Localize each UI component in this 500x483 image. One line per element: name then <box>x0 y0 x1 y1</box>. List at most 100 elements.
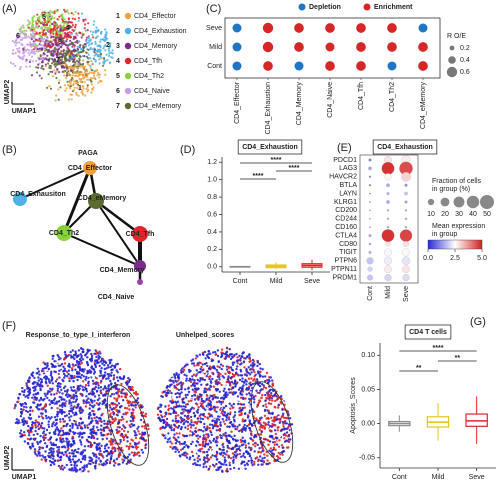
cell-point <box>126 440 129 443</box>
cell-point <box>70 407 73 410</box>
cell-point <box>266 391 269 394</box>
cell-point <box>126 411 129 414</box>
legend-dot <box>298 3 306 11</box>
cell-point <box>285 422 288 425</box>
cell-point <box>44 404 47 408</box>
cell-point <box>53 52 56 55</box>
cell-point <box>247 387 251 390</box>
cell-point <box>79 65 82 68</box>
cell-point <box>41 454 44 457</box>
cell-point <box>31 60 34 63</box>
gene-label: PTPN11 <box>331 266 357 273</box>
cell-point <box>107 377 110 380</box>
cell-point <box>217 374 220 377</box>
cell-point <box>72 365 75 368</box>
y-tick-label: 0.00 <box>361 420 375 427</box>
cell-point <box>208 408 211 411</box>
cell-point <box>223 452 226 455</box>
cell-point <box>19 38 22 42</box>
dot <box>404 217 408 220</box>
cell-point <box>93 74 96 77</box>
cell-point <box>62 372 66 376</box>
cell-point <box>172 411 175 415</box>
cell-point <box>215 368 219 372</box>
cell-point <box>230 427 233 430</box>
cell-point <box>174 442 178 445</box>
cell-point <box>265 435 269 438</box>
cell-point <box>67 21 70 24</box>
cell-point <box>202 434 205 437</box>
cell-point <box>71 55 74 58</box>
cell-point <box>99 360 103 363</box>
cell-point <box>238 429 241 433</box>
cell-point <box>28 377 31 380</box>
cell-point <box>90 366 93 369</box>
cell-point <box>260 396 263 399</box>
cell-point <box>212 406 215 409</box>
cell-point <box>106 41 109 44</box>
cell-point <box>264 399 267 403</box>
cell-point <box>61 378 64 382</box>
cell-point <box>267 439 270 442</box>
cell-point <box>86 78 89 81</box>
cell-point <box>79 431 82 434</box>
cell-point <box>186 403 189 406</box>
cell-point <box>238 354 241 357</box>
cell-point <box>111 49 114 52</box>
cell-point <box>280 444 284 447</box>
cell-point <box>24 395 27 398</box>
cell-point <box>215 468 218 472</box>
cell-point <box>104 394 107 397</box>
cell-point <box>263 408 267 412</box>
cell-point <box>68 377 71 380</box>
cell-point <box>39 403 42 406</box>
cell-point <box>175 383 179 386</box>
cell-point <box>31 427 34 430</box>
cell-point <box>241 428 244 432</box>
cell-point <box>173 433 176 436</box>
cell-point <box>75 32 78 35</box>
cell-point <box>214 441 217 444</box>
dot <box>418 42 428 52</box>
cell-point <box>259 425 262 429</box>
cell-point <box>44 26 47 29</box>
cell-point <box>241 420 244 423</box>
cell-point <box>51 357 54 360</box>
cell-point <box>65 74 68 77</box>
cell-point <box>31 26 34 29</box>
cell-point <box>189 369 192 373</box>
cell-point <box>66 443 69 447</box>
cell-point <box>283 416 286 420</box>
cell-point <box>23 36 26 40</box>
cell-point <box>14 51 17 55</box>
cell-point <box>108 460 112 463</box>
cell-point <box>171 396 174 399</box>
cell-point <box>85 438 89 442</box>
cell-point <box>47 423 50 426</box>
cell-point <box>74 54 77 57</box>
cell-point <box>277 426 280 429</box>
cell-point <box>104 49 107 52</box>
cell-point <box>109 395 112 398</box>
cell-point <box>33 401 36 404</box>
cell-point <box>50 399 54 403</box>
cell-point <box>40 458 43 461</box>
cell-point <box>90 359 94 362</box>
cell-point <box>215 419 218 422</box>
cell-point <box>57 385 61 388</box>
cell-point <box>82 380 85 383</box>
gene-label: CD244 <box>335 216 357 223</box>
cell-point <box>28 413 32 417</box>
cell-point <box>63 374 67 377</box>
cell-point <box>225 368 229 371</box>
cell-point <box>233 414 237 417</box>
dot <box>369 226 371 228</box>
cell-point <box>204 460 207 463</box>
cell-point <box>78 422 81 425</box>
cell-point <box>63 408 67 411</box>
cell-point <box>275 443 279 446</box>
cell-point <box>273 443 276 446</box>
cell-point <box>58 376 61 379</box>
cell-point <box>75 359 79 363</box>
cell-point <box>249 446 253 450</box>
